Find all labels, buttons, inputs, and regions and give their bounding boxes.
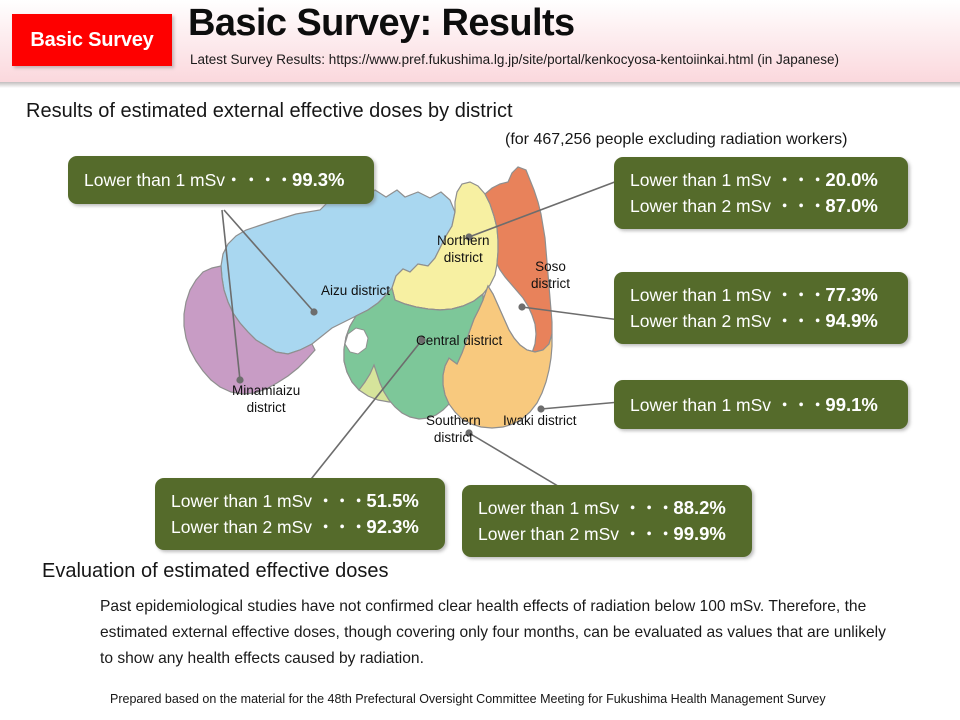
callout-soso-line2-label: Lower than 2 mSv — [630, 196, 776, 216]
callout-southern-line1: Lower than 1 mSv ・・・88.2% — [478, 495, 736, 521]
callout-northern: Lower than 1 mSv ・・・51.5% Lower than 2 m… — [155, 478, 445, 550]
callout-central-line1: Lower than 1 mSv ・・・77.3% — [630, 282, 892, 308]
population-note: (for 467,256 people excluding radiation … — [505, 131, 848, 148]
callout-aizu-line1: Lower than 1 mSv・・・・99.3% — [84, 167, 358, 193]
map-districts — [183, 166, 553, 429]
map-label-iwaki-text: Iwaki district — [503, 413, 577, 428]
callout-southern-line2-label: Lower than 2 mSv — [478, 524, 624, 544]
survey-results-url: Latest Survey Results: https://www.pref.… — [190, 52, 840, 67]
map-label-southern: Southern district — [426, 412, 481, 446]
leader-line-northern — [468, 179, 621, 238]
callout-southern-line2: Lower than 2 mSv ・・・99.9% — [478, 521, 736, 547]
leader-dot-northern — [465, 233, 473, 241]
map-label-soso: Soso district — [531, 258, 570, 292]
basic-survey-badge: Basic Survey — [12, 14, 172, 66]
callout-northern-line1-dots: ・・・ — [316, 491, 367, 511]
leader-line-soso — [521, 306, 621, 321]
callout-soso: Lower than 1 mSv ・・・20.0% Lower than 2 m… — [614, 157, 908, 229]
callout-soso-line2-value: 87.0% — [825, 195, 878, 216]
callout-iwaki: Lower than 1 mSv ・・・99.1% — [614, 380, 908, 429]
map-label-minamiaizu: Minamiaizu district — [232, 382, 300, 416]
map-label-northern: Northern district — [437, 232, 490, 266]
callout-soso-line2-dots: ・・・ — [775, 196, 826, 216]
callout-northern-line2-dots: ・・・ — [316, 517, 367, 537]
callout-southern-line1-value: 88.2% — [673, 497, 726, 518]
callout-northern-line1-value: 51.5% — [366, 490, 419, 511]
callout-aizu-line1-dots: ・・・ — [242, 170, 293, 190]
callout-southern-line1-dots: ・・・ — [623, 498, 674, 518]
map-label-central: Central district — [416, 332, 502, 349]
district-southern[interactable] — [343, 286, 484, 420]
callout-northern-line1: Lower than 1 mSv ・・・51.5% — [171, 488, 429, 514]
leader-dot-central — [418, 336, 426, 344]
callout-iwaki-line1-value: 99.1% — [825, 393, 878, 415]
callout-southern-line2-dots: ・・・ — [623, 524, 674, 544]
callout-aizu-minamiaizu: Lower than 1 mSv・・・・99.3% — [68, 156, 374, 204]
callout-southern: Lower than 1 mSv ・・・88.2% Lower than 2 m… — [462, 485, 752, 557]
inaguchi-lake-hole — [344, 327, 369, 355]
leader-line-iwaki — [540, 401, 621, 410]
map-label-northern-line1: Northern — [437, 233, 490, 248]
callout-soso-line2: Lower than 2 mSv ・・・87.0% — [630, 193, 892, 219]
callout-iwaki-line1: Lower than 1 mSv ・・・99.1% — [630, 392, 892, 418]
callout-northern-line1-label: Lower than 1 mSv — [171, 491, 317, 511]
callout-central-line2-label: Lower than 2 mSv — [630, 311, 776, 331]
map-label-central-text: Central district — [416, 333, 503, 348]
map-label-minamiaizu-line1: Minamiaizu — [232, 383, 301, 398]
leader-dot-soso — [518, 303, 526, 311]
callout-northern-line2-label: Lower than 2 mSv — [171, 517, 317, 537]
leader-line-central — [295, 339, 423, 499]
header-shadow-divider — [0, 82, 960, 88]
map-svg — [183, 166, 621, 499]
callout-central-line1-value: 77.3% — [825, 284, 878, 305]
map-label-southern-line2: district — [433, 430, 473, 445]
leader-line-minamiaizu — [221, 209, 241, 381]
callout-northern-line2-value: 92.3% — [366, 516, 419, 537]
callout-central-line2: Lower than 2 mSv ・・・94.9% — [630, 308, 892, 334]
callout-central: Lower than 1 mSv ・・・77.3% Lower than 2 m… — [614, 272, 908, 344]
callout-soso-line1: Lower than 1 mSv ・・・20.0% — [630, 167, 892, 193]
basic-survey-badge-label: Basic Survey — [30, 28, 154, 51]
fukushima-district-map: Aizu district Northern district Soso dis… — [0, 140, 960, 540]
map-label-northern-line2: district — [443, 250, 483, 265]
evaluation-paragraph: Past epidemiological studies have not co… — [100, 598, 886, 667]
map-label-southern-line1: Southern — [426, 413, 481, 428]
leader-dot-aizu — [310, 308, 318, 316]
callout-southern-line1-label: Lower than 1 mSv — [478, 498, 624, 518]
callout-aizu-line1-value: 99.3% — [292, 169, 345, 190]
callout-soso-line1-value: 20.0% — [825, 169, 878, 190]
leader-line-aizu — [223, 209, 315, 313]
district-minamiaizu[interactable] — [183, 265, 316, 395]
callout-iwaki-line1-label: Lower than 1 mSv — [630, 394, 776, 415]
map-label-iwaki: Iwaki district — [503, 412, 577, 429]
callout-northern-line2: Lower than 2 mSv ・・・92.3% — [171, 514, 429, 540]
page-title: Basic Survey: Results — [188, 2, 575, 44]
callout-soso-line1-dots: ・・・ — [775, 170, 826, 190]
callout-iwaki-line1-dots: ・・・ — [775, 394, 826, 415]
callout-central-line2-dots: ・・・ — [775, 311, 826, 331]
map-label-soso-line1: Soso — [535, 259, 566, 274]
footer-source-note: Prepared based on the material for the 4… — [110, 692, 826, 706]
callout-central-line1-dots: ・・・ — [775, 285, 826, 305]
callout-central-line2-value: 94.9% — [825, 310, 878, 331]
results-section-heading: Results of estimated external effective … — [26, 100, 513, 122]
leader-dot-southern — [465, 429, 473, 437]
callout-aizu-line1-label: Lower than 1 mSv・ — [84, 170, 243, 190]
callout-central-line1-label: Lower than 1 mSv — [630, 285, 776, 305]
map-leader-dots — [236, 233, 545, 437]
callout-soso-line1-label: Lower than 1 mSv — [630, 170, 776, 190]
callout-southern-line2-value: 99.9% — [673, 523, 726, 544]
leader-dot-minamiaizu — [236, 376, 244, 384]
evaluation-section-heading: Evaluation of estimated effective doses — [42, 560, 389, 582]
map-label-soso-line2: district — [531, 276, 571, 291]
map-label-minamiaizu-line2: district — [246, 400, 286, 415]
map-label-aizu: Aizu district — [321, 282, 390, 299]
leader-dot-iwaki — [537, 405, 545, 413]
map-label-aizu-text: Aizu district — [321, 283, 391, 298]
